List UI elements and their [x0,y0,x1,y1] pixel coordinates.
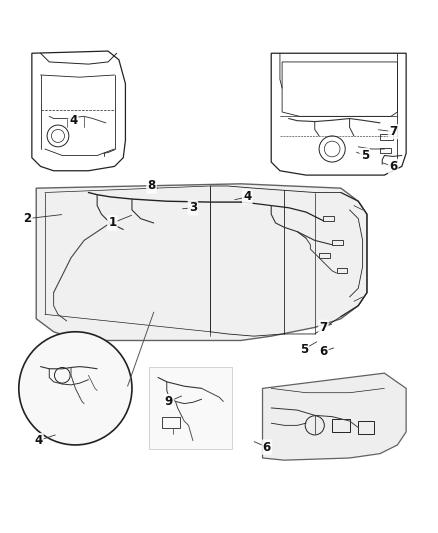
Polygon shape [36,184,367,341]
Circle shape [19,332,132,445]
Text: 2: 2 [24,212,32,225]
Text: 7: 7 [389,125,397,138]
Bar [336,268,347,273]
Bar [323,215,334,221]
Text: 4: 4 [34,434,42,447]
Text: 1: 1 [108,216,117,230]
Text: 6: 6 [389,160,397,173]
Text: 8: 8 [148,180,155,192]
Bar [332,419,350,432]
Bar [332,239,343,245]
Text: 4: 4 [69,114,78,127]
Bar [149,367,232,449]
Bar [319,253,330,258]
Text: 6: 6 [319,345,328,358]
Bar [380,148,391,154]
Text: 3: 3 [189,201,197,214]
Text: 9: 9 [165,395,173,408]
Polygon shape [262,373,406,460]
Text: 7: 7 [319,321,328,334]
Text: 4: 4 [243,190,251,204]
Text: 5: 5 [360,149,369,162]
Text: 5: 5 [300,343,308,356]
Bar [358,421,374,434]
Bar [380,134,393,140]
Bar [162,417,180,427]
Text: 6: 6 [263,441,271,454]
